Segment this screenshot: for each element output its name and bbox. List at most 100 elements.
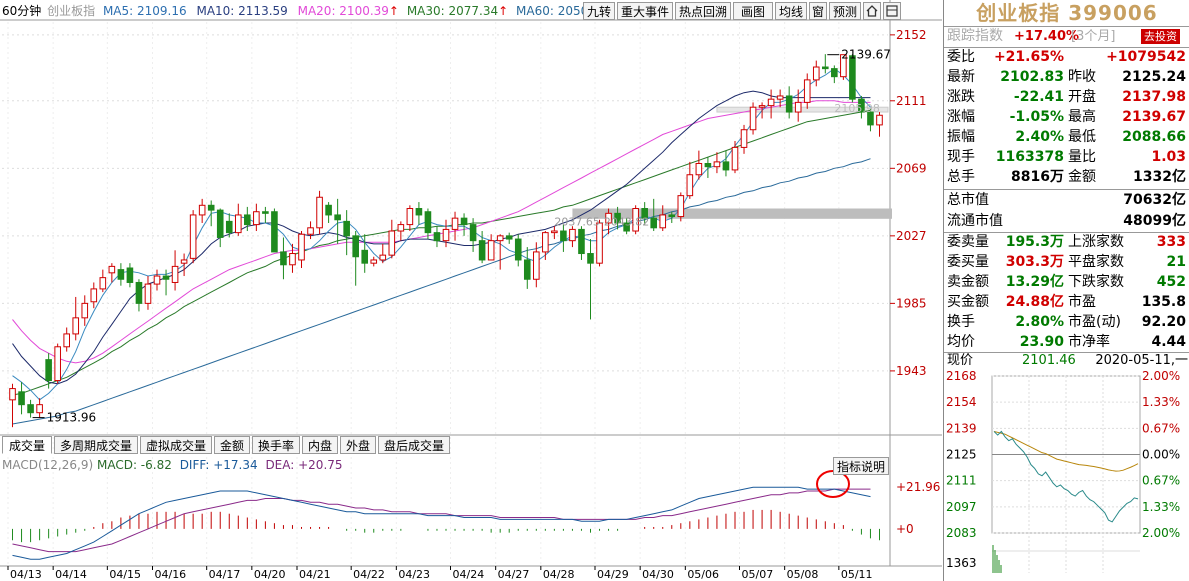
tab-turnover[interactable]: 换手率	[252, 436, 300, 454]
candle	[334, 198, 341, 244]
date-label: 04/21	[299, 568, 331, 581]
candle-body	[858, 98, 865, 113]
candle-body	[45, 359, 52, 382]
candle	[840, 54, 847, 80]
candle-body	[587, 253, 594, 264]
candle	[578, 226, 585, 260]
candle	[451, 211, 459, 241]
candle-body	[876, 114, 883, 126]
candle	[668, 211, 676, 223]
candle	[280, 237, 287, 280]
candle-body	[785, 95, 793, 113]
toolbar-button-jiuzhuan[interactable]: 九转	[583, 2, 615, 20]
candle-body	[307, 227, 314, 235]
candle	[858, 95, 865, 119]
intraday-mini-chart[interactable]: 2168 2.00% 2154 1.33% 2139 0.67% 2125 0.00% 2111…	[944, 370, 1189, 581]
candle-body	[505, 235, 513, 240]
invest-button[interactable]: 去投资	[1141, 29, 1180, 44]
macd-title[interactable]: MACD(12,26,9)	[2, 458, 94, 472]
candle	[406, 205, 414, 232]
quote-label: 昨收	[1068, 69, 1096, 85]
candle-body	[424, 211, 432, 234]
candle-body	[72, 317, 80, 335]
tab-after-hours-volume[interactable]: 盘后成交量	[378, 436, 450, 454]
candle-body	[334, 214, 341, 221]
candle-body	[578, 228, 585, 255]
kline-chart[interactable]: +21.96 +0 2139.67 1913.96 2105.98 2037.65-20…	[0, 0, 942, 581]
candle	[523, 247, 531, 289]
candle	[289, 243, 296, 273]
date-label: 05/08	[787, 568, 819, 581]
candle-body	[216, 209, 224, 238]
candle	[207, 200, 215, 227]
quote-label: 卖金额	[947, 274, 989, 290]
toolbar-button-major-events[interactable]: 重大事件	[617, 2, 673, 20]
candle-body	[18, 391, 25, 406]
mini-volume-tick: 1363	[946, 556, 977, 570]
candle-body	[370, 259, 378, 264]
candle-body	[9, 388, 16, 401]
indicator-help-button[interactable]: 指标说明	[833, 457, 889, 475]
candle	[876, 112, 883, 137]
candle-body	[234, 214, 242, 234]
date-label: 04/30	[642, 568, 674, 581]
candle-body	[99, 277, 107, 290]
track-label: 跟踪指数	[947, 28, 1003, 44]
quote2-row: 买金额 24.88亿 市盈 135.8	[944, 292, 1189, 313]
period-label[interactable]: 60分钟	[2, 4, 42, 18]
date-label: 04/14	[55, 568, 87, 581]
candle	[271, 208, 278, 253]
candle-body	[126, 267, 134, 283]
quote-label: 最高	[1068, 109, 1096, 125]
quote-value: 2139.67	[1122, 109, 1186, 125]
candle-body	[271, 211, 278, 253]
candle	[144, 276, 152, 310]
quote-value: 135.8	[1141, 294, 1186, 310]
quote-value: 333	[1156, 234, 1186, 250]
toolbar-button-ma-lines[interactable]: 均线	[775, 2, 807, 20]
date-label: 04/20	[254, 568, 286, 581]
candle-body	[641, 208, 648, 219]
tab-virtual-volume[interactable]: 虚拟成交量	[140, 436, 212, 454]
candle-body	[325, 204, 332, 216]
candle	[767, 89, 775, 119]
home-icon[interactable]	[863, 2, 881, 20]
quote-value: 195.3万	[1005, 234, 1064, 250]
tab-amount[interactable]: 金额	[214, 436, 250, 454]
candle	[379, 243, 387, 264]
quote-row: 现手 1163378 量比 1.03	[944, 147, 1189, 168]
tab-inner-volume[interactable]: 内盘	[302, 436, 338, 454]
candle	[803, 73, 811, 109]
candle-body	[596, 222, 603, 264]
candle-body	[207, 204, 215, 211]
tab-multi-period-volume[interactable]: 多周期成交量	[54, 436, 138, 454]
candle-body	[523, 259, 531, 280]
candle-body	[162, 275, 170, 280]
indicator-bar: 60分钟 创业板指 MA5: 2109.16 MA10: 2113.59 MA2…	[2, 3, 617, 19]
candle	[605, 208, 612, 235]
candle-body	[460, 217, 468, 226]
candle-body	[749, 106, 757, 131]
candle	[641, 202, 648, 225]
candle	[397, 221, 405, 241]
candle-body	[542, 232, 549, 253]
candle-body	[225, 220, 233, 234]
panel-icon[interactable]	[883, 2, 901, 20]
toolbar-button-window[interactable]: 窗	[809, 2, 827, 20]
date-label: 04/28	[543, 568, 575, 581]
tab-outer-volume[interactable]: 外盘	[340, 436, 376, 454]
toolbar-button-hotspot-review[interactable]: 热点回溯	[675, 2, 731, 20]
candle	[650, 198, 658, 232]
quote-value: 2.40%	[1015, 129, 1064, 145]
quote-value: 8816万	[1011, 169, 1064, 185]
candle-body	[776, 95, 784, 100]
date-label: 05/11	[841, 568, 873, 581]
quote-label: 委卖量	[947, 234, 989, 250]
toolbar-button-forecast[interactable]: 预测	[829, 2, 861, 20]
index-name: 创业板指	[47, 4, 96, 18]
tab-volume[interactable]: 成交量	[2, 436, 52, 454]
total-mcap-value: 70632亿	[1123, 192, 1186, 208]
high-annotation: 2139.67	[841, 48, 891, 62]
candle	[162, 269, 170, 296]
toolbar-button-draw[interactable]: 画图	[733, 2, 773, 20]
